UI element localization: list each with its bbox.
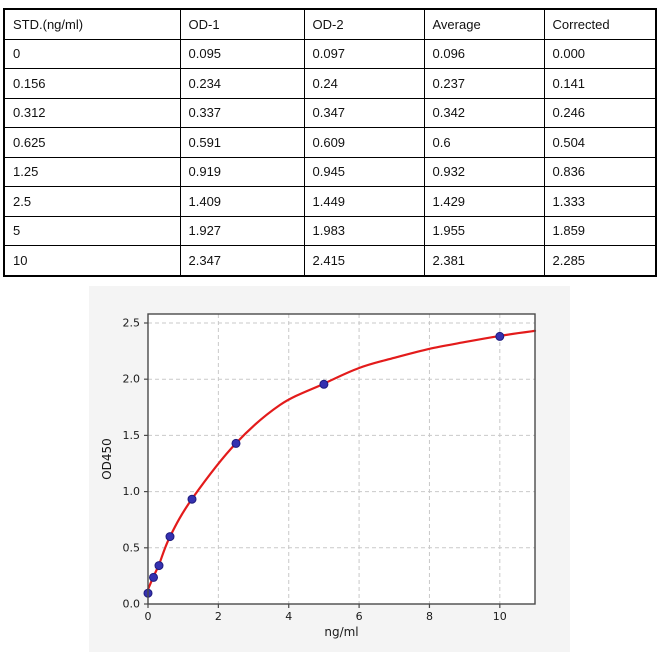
table-cell: 1.449 (303, 186, 425, 217)
table-cell: 0.342 (423, 97, 545, 128)
table-cell: 0 (3, 38, 181, 69)
standard-curve-figure: 0 2 4 6 8 10 0.0 0.5 1.0 1.5 2.0 2.5 ng/ml OD450 (89, 286, 570, 652)
data-point (319, 379, 329, 389)
table-cell: 1.927 (179, 215, 305, 246)
table-cell: 1.955 (423, 215, 545, 246)
y-tick-label: 0.0 (123, 598, 141, 611)
table-cell: 0.095 (179, 38, 305, 69)
table-cell: 2.381 (423, 245, 545, 276)
table-row: 0.625 0.591 0.609 0.6 0.504 (3, 127, 657, 158)
table-cell: 2.415 (303, 245, 425, 276)
table-cell: 0.312 (3, 97, 181, 128)
table-cell: 10 (3, 245, 181, 276)
table-row: 0 0.095 0.097 0.096 0.000 (3, 38, 657, 69)
standards-table: STD.(ng/ml) OD-1 OD-2 Average Corrected 0 0.0… (3, 8, 657, 277)
table-header-cell: STD.(ng/ml) (3, 8, 181, 40)
table-cell: 1.25 (3, 156, 181, 187)
table-row: 0.156 0.234 0.24 0.237 0.141 (3, 68, 657, 99)
x-tick-label: 6 (356, 610, 363, 623)
table-row: 5 1.927 1.983 1.955 1.859 (3, 215, 657, 246)
table-row: 2.5 1.409 1.449 1.429 1.333 (3, 186, 657, 217)
table-header-cell: Corrected (543, 8, 657, 40)
plot-area (148, 314, 535, 604)
y-tick-label: 1.5 (123, 429, 141, 442)
table-cell: 0.234 (179, 68, 305, 99)
table-cell: 0.6 (423, 127, 545, 158)
table-cell: 0.000 (543, 38, 657, 69)
table-cell: 0.156 (3, 68, 181, 99)
table-row: 1.25 0.919 0.945 0.932 0.836 (3, 156, 657, 187)
x-axis-label: ng/ml (324, 625, 358, 639)
y-tick-label: 0.5 (123, 541, 141, 554)
plot-border (147, 313, 536, 605)
table-cell: 0.625 (3, 127, 181, 158)
table-cell: 0.932 (423, 156, 545, 187)
table-cell: 1.859 (543, 215, 657, 246)
data-point (154, 561, 164, 571)
table-cell: 0.919 (179, 156, 305, 187)
table-header-cell: OD-2 (303, 8, 425, 40)
x-tick-label: 10 (493, 610, 507, 623)
data-point (149, 572, 158, 582)
table-cell: 0.141 (543, 68, 657, 99)
y-axis-label: OD450 (100, 438, 114, 480)
data-point (187, 494, 197, 504)
table-row: 10 2.347 2.415 2.381 2.285 (3, 245, 657, 276)
y-tick-label: 1.0 (123, 485, 141, 498)
y-tick-label: 2.0 (123, 373, 141, 386)
table-cell: 0.591 (179, 127, 305, 158)
table-cell: 0.096 (423, 38, 545, 69)
table-cell: 5 (3, 215, 181, 246)
data-point (495, 331, 505, 341)
table-cell: 0.246 (543, 97, 657, 128)
table-cell: 0.337 (179, 97, 305, 128)
table-header-cell: OD-1 (179, 8, 305, 40)
table-cell: 0.347 (303, 97, 425, 128)
table-cell: 0.097 (303, 38, 425, 69)
table-cell: 1.333 (543, 186, 657, 217)
table-header-row: STD.(ng/ml) OD-1 OD-2 Average Corrected (3, 8, 657, 40)
table-cell: 0.504 (543, 127, 657, 158)
table-cell: 2.285 (543, 245, 657, 276)
table-cell: 2.5 (3, 186, 181, 217)
data-point (231, 438, 241, 448)
x-tick-label: 2 (215, 610, 222, 623)
table-cell: 0.24 (303, 68, 425, 99)
table-cell: 2.347 (179, 245, 305, 276)
table-cell: 1.409 (179, 186, 305, 217)
table-cell: 0.237 (423, 68, 545, 99)
data-point (165, 532, 175, 542)
table-cell: 0.945 (303, 156, 425, 187)
table-cell: 1.429 (423, 186, 545, 217)
x-tick-label: 8 (426, 610, 433, 623)
x-tick-label: 0 (145, 610, 152, 623)
table-cell: 0.836 (543, 156, 657, 187)
table-cell: 1.983 (303, 215, 425, 246)
y-tick-label: 2.5 (123, 317, 141, 330)
table-header-cell: Average (423, 8, 545, 40)
table-cell: 0.609 (303, 127, 425, 158)
x-tick-label: 4 (285, 610, 292, 623)
standard-curve-chart: 0 2 4 6 8 10 0.0 0.5 1.0 1.5 2.0 2.5 ng/ml OD450 (89, 286, 570, 652)
table-row: 0.312 0.337 0.347 0.342 0.246 (3, 97, 657, 128)
